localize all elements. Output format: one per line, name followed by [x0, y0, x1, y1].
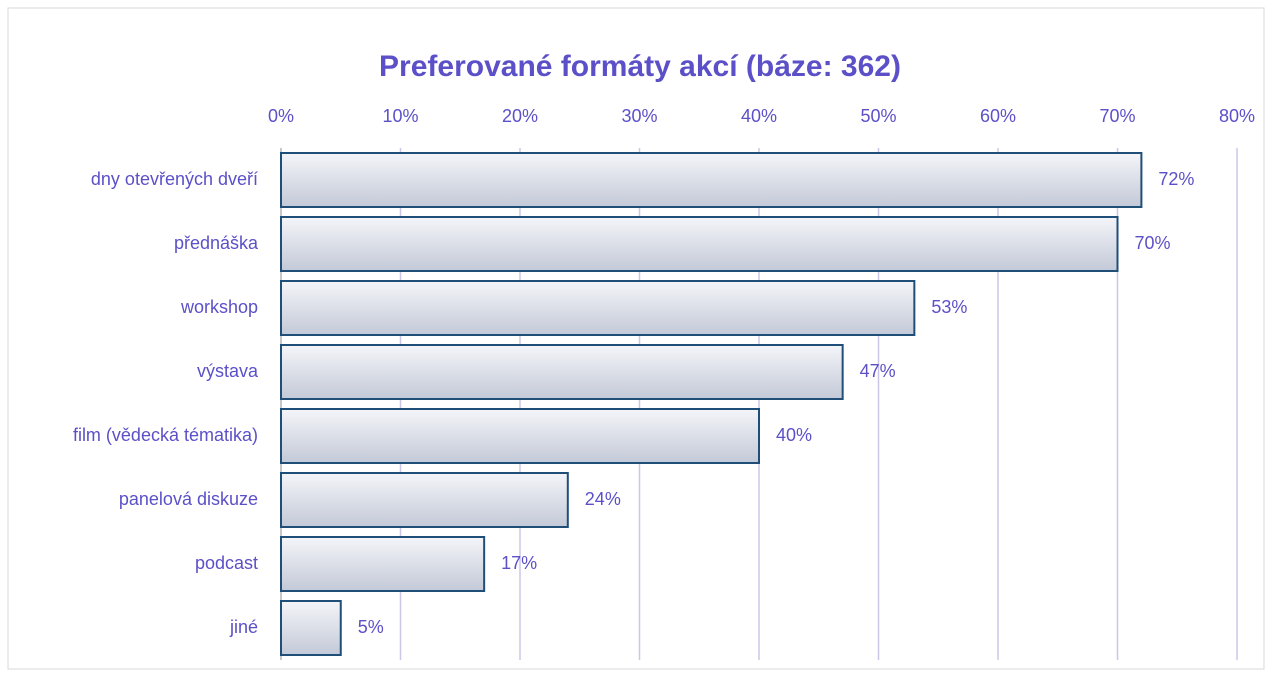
y-tick-label: dny otevřených dveří	[91, 169, 258, 189]
bar	[280, 152, 1143, 208]
y-tick-label: podcast	[195, 553, 258, 573]
value-label: 24%	[585, 489, 621, 509]
x-tick-label: 60%	[980, 106, 1016, 126]
chart-border	[7, 7, 1265, 670]
bar	[280, 536, 486, 592]
y-tick-label: film (vědecká tématika)	[73, 425, 258, 445]
x-tick-label: 50%	[860, 106, 896, 126]
value-label: 17%	[501, 553, 537, 573]
x-tick-label: 20%	[502, 106, 538, 126]
value-label: 40%	[776, 425, 812, 445]
value-label: 47%	[860, 361, 896, 381]
y-tick-label: jiné	[229, 617, 258, 637]
chart-title: Preferované formáty akcí (báze: 362)	[379, 50, 901, 83]
x-tick-label: 0%	[268, 106, 294, 126]
x-tick-label: 80%	[1219, 106, 1255, 126]
bar	[280, 216, 1119, 272]
bar	[280, 280, 916, 336]
value-label: 72%	[1158, 169, 1194, 189]
x-tick-label: 10%	[382, 106, 418, 126]
y-tick-label: výstava	[197, 361, 259, 381]
bar	[280, 408, 760, 464]
bar	[280, 472, 569, 528]
value-label: 5%	[358, 617, 384, 637]
y-tick-label: panelová diskuze	[119, 489, 258, 509]
value-label: 53%	[931, 297, 967, 317]
x-tick-label: 70%	[1099, 106, 1135, 126]
y-tick-label: workshop	[180, 297, 258, 317]
bar	[280, 600, 342, 656]
x-tick-label: 30%	[621, 106, 657, 126]
value-label: 70%	[1135, 233, 1171, 253]
x-tick-label: 40%	[741, 106, 777, 126]
y-tick-label: přednáška	[174, 233, 259, 253]
bar	[280, 344, 844, 400]
